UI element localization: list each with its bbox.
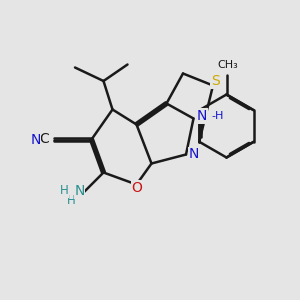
Text: H: H xyxy=(67,194,76,208)
Text: -H: -H xyxy=(212,111,224,121)
Text: N: N xyxy=(30,133,40,146)
Text: O: O xyxy=(132,181,142,194)
Text: N: N xyxy=(197,109,207,123)
Text: N: N xyxy=(74,184,85,198)
Text: C: C xyxy=(40,132,49,145)
Text: S: S xyxy=(211,74,220,88)
Text: H: H xyxy=(60,184,69,197)
Text: CH₃: CH₃ xyxy=(218,59,239,70)
Text: N: N xyxy=(188,148,199,161)
